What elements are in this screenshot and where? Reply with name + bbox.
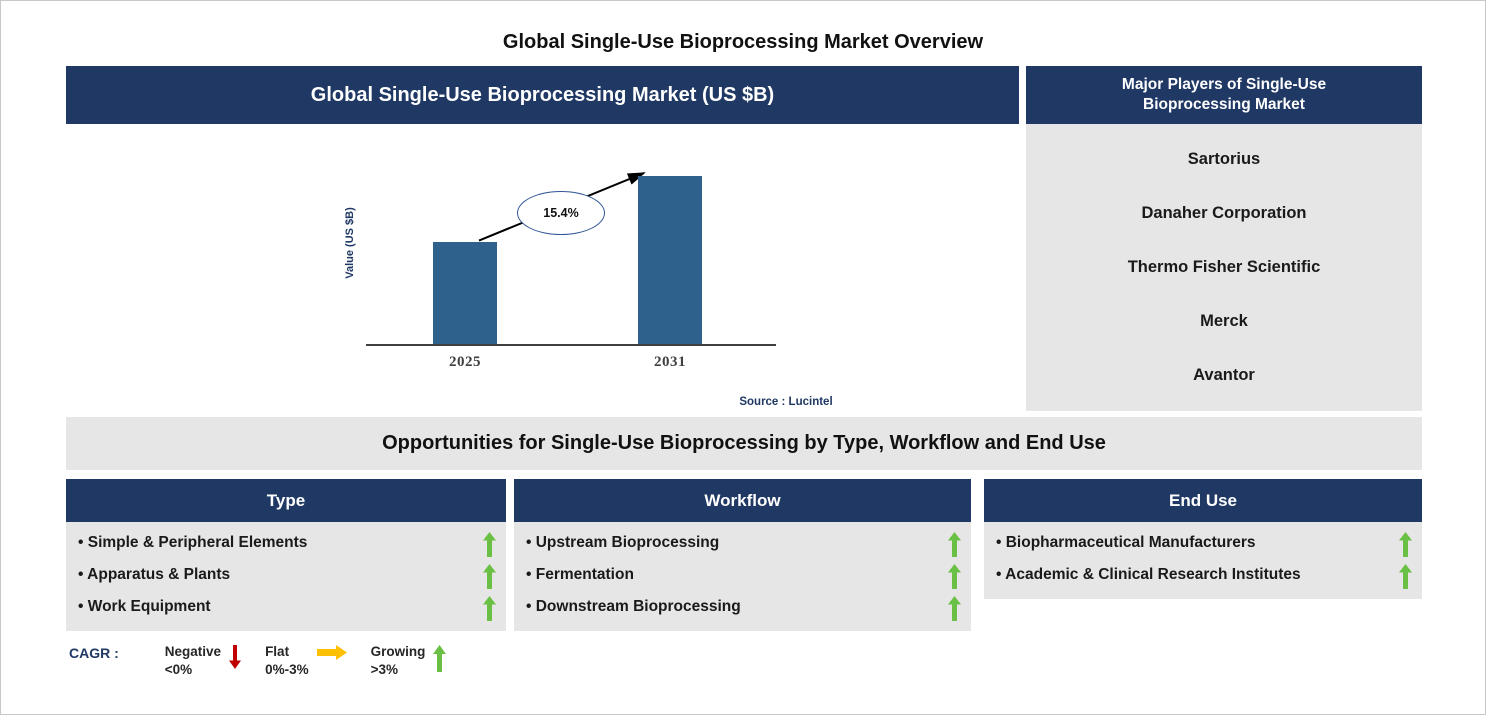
major-players-header-text: Major Players of Single-Use Bioprocessin…: [1121, 75, 1327, 113]
type-list: Simple & Peripheral Elements Apparatus &…: [66, 522, 506, 631]
legend-name: Flat: [265, 644, 290, 659]
cagr-legend: CAGR : Negative <0% Flat 0%-3% Growing >…: [69, 643, 470, 679]
up-arrow-icon: [483, 563, 496, 589]
end-use-header: End Use: [984, 479, 1422, 522]
x-tick-2031: 2031: [654, 354, 686, 370]
y-axis-label: Value (US $B): [344, 207, 356, 279]
list-item-label: Biopharmaceutical Manufacturers: [996, 534, 1256, 552]
player-name: Avantor: [1193, 366, 1255, 385]
up-arrow-icon: [948, 531, 961, 557]
end-use-list: Biopharmaceutical Manufacturers Academic…: [984, 522, 1422, 599]
legend-item-growing: Growing >3%: [371, 643, 447, 679]
list-item: Biopharmaceutical Manufacturers: [996, 527, 1412, 559]
list-item-label: Fermentation: [526, 566, 634, 584]
list-item: Downstream Bioprocessing: [526, 591, 961, 623]
up-arrow-icon: [483, 595, 496, 621]
list-item-label: Apparatus & Plants: [78, 566, 230, 584]
up-arrow-icon: [1399, 563, 1412, 589]
up-arrow-icon: [483, 531, 496, 557]
opportunities-title: Opportunities for Single-Use Bioprocessi…: [66, 417, 1422, 470]
major-players-list: Sartorius Danaher Corporation Thermo Fis…: [1026, 124, 1422, 411]
list-item-label: Downstream Bioprocessing: [526, 598, 741, 616]
cagr-annotation: 15.4%: [517, 191, 605, 235]
market-chart-panel: Global Single-Use Bioprocessing Market (…: [66, 66, 1019, 411]
legend-range: <0%: [164, 662, 193, 678]
legend-name: Negative: [164, 644, 222, 659]
bar-2025: [433, 242, 497, 344]
list-item-label: Academic & Clinical Research Institutes: [996, 566, 1300, 584]
source-note: Source : Lucintel: [739, 396, 833, 408]
list-item: Apparatus & Plants: [78, 559, 496, 591]
legend-range: >3%: [370, 662, 398, 678]
legend-item-negative: Negative <0%: [165, 643, 242, 679]
x-tick-2025: 2025: [449, 354, 481, 370]
workflow-list: Upstream Bioprocessing Fermentation Down…: [514, 522, 971, 631]
bar-2031: [638, 176, 702, 344]
legend-item-flat: Flat 0%-3%: [265, 643, 347, 679]
player-name: Thermo Fisher Scientific: [1127, 257, 1321, 276]
list-item: Simple & Peripheral Elements: [78, 527, 496, 559]
list-item-label: Work Equipment: [78, 598, 211, 616]
market-chart-header: Global Single-Use Bioprocessing Market (…: [66, 66, 1019, 124]
legend-text: Growing >3%: [371, 643, 426, 679]
list-item: Fermentation: [526, 559, 961, 591]
up-arrow-icon: [948, 595, 961, 621]
player-name: Merck: [1200, 312, 1248, 331]
up-arrow-icon: [1399, 531, 1412, 557]
player-name: Sartorius: [1187, 149, 1261, 168]
workflow-header: Workflow: [514, 479, 971, 522]
plot-area: 15.4% 2025 2031: [366, 146, 776, 370]
cagr-annotation-value: 15.4%: [543, 206, 579, 220]
type-header: Type: [66, 479, 506, 522]
legend-text: Negative <0%: [165, 643, 221, 679]
workflow-column: Workflow Upstream Bioprocessing Fermenta…: [514, 479, 971, 631]
legend-text: Flat 0%-3%: [265, 643, 309, 679]
growth-arrow-icon: [478, 172, 646, 242]
legend-range: 0%-3%: [265, 662, 309, 678]
up-arrow-icon: [433, 645, 447, 672]
up-arrow-icon: [948, 563, 961, 589]
down-arrow-icon: [229, 645, 242, 669]
list-item: Work Equipment: [78, 591, 496, 623]
legend-name: Growing: [370, 644, 426, 659]
cagr-legend-label: CAGR :: [69, 645, 119, 661]
major-players-panel: Major Players of Single-Use Bioprocessin…: [1026, 66, 1422, 411]
list-item-label: Simple & Peripheral Elements: [78, 534, 308, 552]
right-arrow-icon: [316, 645, 347, 660]
player-name: Danaher Corporation: [1141, 203, 1307, 222]
list-item-label: Upstream Bioprocessing: [526, 534, 719, 552]
end-use-column: End Use Biopharmaceutical Manufacturers …: [984, 479, 1422, 599]
list-item: Upstream Bioprocessing: [526, 527, 961, 559]
major-players-header: Major Players of Single-Use Bioprocessin…: [1026, 66, 1422, 124]
type-column: Type Simple & Peripheral Elements Appara…: [66, 479, 506, 631]
page-title: Global Single-Use Bioprocessing Market O…: [502, 31, 984, 53]
bar-chart: Value (US $B) 15.4% 2025 2031: [66, 124, 1019, 411]
list-item: Academic & Clinical Research Institutes: [996, 559, 1412, 591]
